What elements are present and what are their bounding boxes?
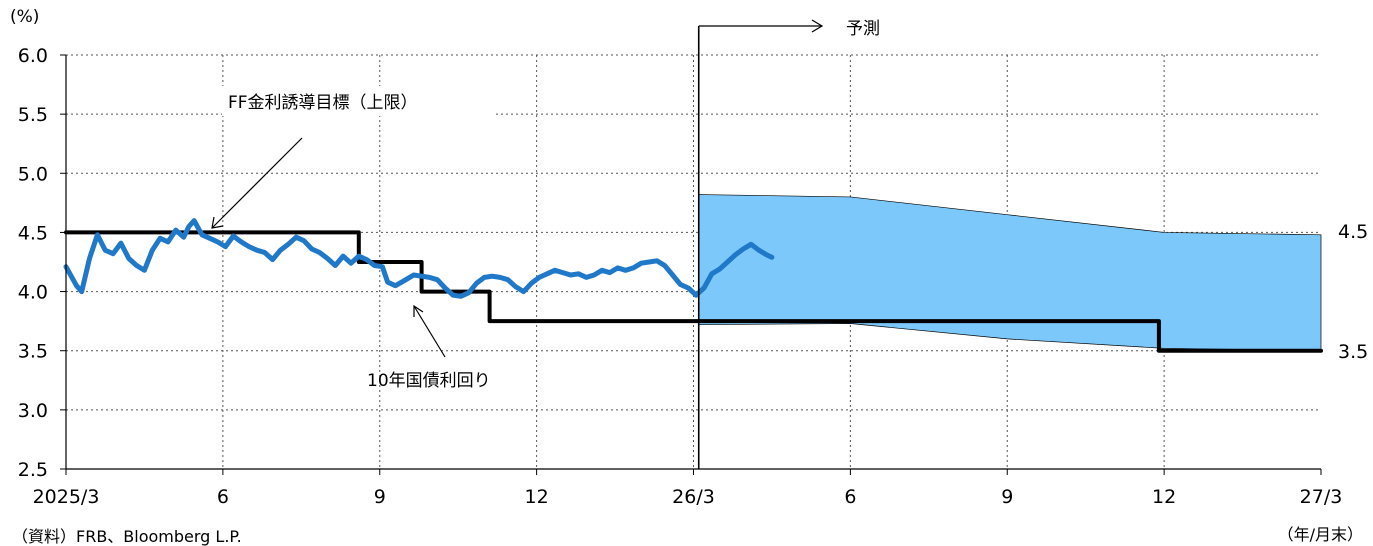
yield-pointer-head	[413, 304, 424, 317]
x-tick-label: 6	[217, 486, 229, 508]
y-tick-label: 3.5	[18, 341, 48, 363]
x-tick-label: 26/3	[672, 486, 715, 508]
x-tick-label: 9	[374, 486, 386, 508]
x-tick-label: 9	[1001, 486, 1013, 508]
y-tick-label: 4.0	[18, 282, 48, 304]
y-tick-label: 5.0	[18, 163, 48, 185]
forecast-label: 予測	[846, 19, 880, 39]
right-label-upper: 4.5	[1338, 221, 1368, 243]
treasury-yield-line	[63, 218, 775, 299]
ff-label-bg	[222, 86, 496, 116]
x-tick-label: 12	[525, 486, 549, 508]
x-tick-label: 6	[844, 486, 856, 508]
axes	[60, 54, 1322, 475]
y-tick-label: 5.5	[18, 104, 48, 126]
y-tick-label: 2.5	[18, 459, 48, 481]
forecast-arrow-head	[811, 19, 824, 33]
right-label-lower: 3.5	[1338, 341, 1368, 363]
y-tick-label: 3.0	[18, 400, 48, 422]
x-unit-label: （年/月末）	[1278, 525, 1363, 544]
yield-pointer-line	[413, 305, 446, 358]
forecast-band	[698, 194, 1322, 352]
x-tick-label: 12	[1152, 486, 1176, 508]
ff-label: FF金利誘導目標（上限）	[228, 93, 418, 113]
ff-pointer-line	[211, 137, 303, 229]
y-unit-label: (%)	[10, 7, 39, 27]
forecast-band-layer	[698, 194, 1322, 352]
annotations: 予測 FF金利誘導目標（上限） 10年国債利回り	[211, 19, 880, 469]
ff-rate-line	[64, 230, 1323, 353]
series-layer	[63, 218, 1323, 353]
labels: 2.5 3.0 3.5 4.0 4.5 5.0 5.5 6.0 2025/3 6 9 12 26/3 6 9…	[10, 7, 1368, 546]
y-tick-label: 6.0	[18, 45, 48, 67]
source-label: （資料）FRB、Bloomberg L.P.	[12, 527, 242, 546]
x-tick-label: 2025/3	[33, 486, 100, 508]
y-tick-label: 4.5	[18, 222, 48, 244]
ff-pointer-head	[211, 216, 224, 229]
x-tick-label: 27/3	[1300, 486, 1343, 508]
yield-label: 10年国債利回り	[367, 371, 491, 391]
